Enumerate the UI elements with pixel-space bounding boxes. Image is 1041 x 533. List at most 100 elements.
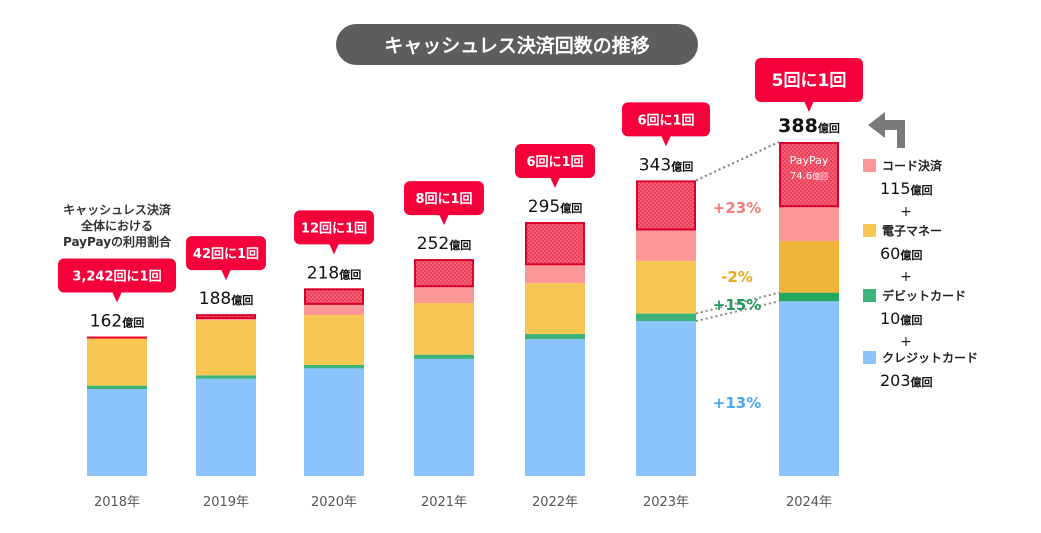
legend-value-unit: 億回: [911, 183, 933, 197]
legend-value-unit: 億回: [911, 375, 933, 389]
caption-line: キャッシュレス決済: [63, 202, 172, 217]
bar-2022年: 295億回: [525, 197, 585, 476]
bar-2023年: 343億回: [636, 155, 696, 476]
bar-2018年: 162億回: [87, 312, 147, 476]
caption-line: 全体における: [80, 218, 153, 233]
ratio-bubble: 8回に1回: [404, 181, 484, 226]
arrow-icon: [868, 112, 905, 148]
x-tick-label: 2022年: [532, 495, 578, 510]
bar-segment-credit: [636, 321, 696, 476]
ratio-text: 3,242回に1回: [72, 270, 161, 285]
bar-2019年: 188億回: [196, 289, 256, 476]
bar-segment-debit: [304, 364, 364, 369]
paypay-label: PayPay: [790, 154, 829, 167]
total-value: 162: [90, 312, 122, 332]
bar-segment-credit: [196, 378, 256, 476]
bubble-box: [515, 144, 595, 179]
total-unit: 億回: [122, 316, 144, 330]
bar-segment-emoney: [525, 283, 585, 334]
total-label: 188億回: [199, 289, 253, 309]
ratio-bubble: 3,242回に1回: [58, 258, 176, 303]
ratio-bubble: 6回に1回: [515, 144, 595, 189]
total-label: 252億回: [417, 234, 471, 254]
total-label: 295億回: [528, 197, 582, 217]
legend-name: 電子マネー: [882, 224, 942, 238]
ratio-text: 8回に1回: [415, 192, 472, 207]
legend-value-unit: 億回: [900, 248, 922, 262]
bubble-box: [58, 258, 176, 293]
x-tick-label: 2021年: [421, 495, 467, 510]
bar-segment-emoney: [414, 302, 474, 355]
title-text: キャッシュレス決済回数の推移: [384, 34, 650, 57]
x-tick-label: 2024年: [786, 495, 832, 510]
bar-2021年: 252億回: [414, 234, 474, 476]
ratio-bubble: 6回に1回: [622, 102, 710, 147]
ratio-text: 6回に1回: [637, 113, 694, 128]
bubble-box: [294, 210, 374, 245]
ratio-bubble: 42回に1回: [186, 236, 266, 281]
total-value: 188: [199, 289, 231, 309]
bar-segment-credit: [304, 368, 364, 476]
bar-segment-emoney: [636, 260, 696, 314]
total-unit: 億回: [449, 238, 471, 252]
legend-name: クレジットカード: [882, 351, 978, 365]
bar-segment-debit: [414, 354, 474, 359]
bar-segment-emoney: [304, 315, 364, 365]
bubble-tail: [329, 243, 339, 255]
title-pill: [336, 24, 698, 65]
comparison-line: [695, 141, 780, 182]
x-tick-label: 2023年: [643, 495, 689, 510]
legend-value-number: 115: [880, 179, 911, 198]
total-unit: 億回: [671, 159, 693, 173]
legend-item: デビットカード 10億回 +: [863, 288, 966, 350]
legend-value-unit: 億回: [900, 313, 922, 327]
legend-name: コード決済: [882, 158, 943, 173]
bar-segment-emoney: [196, 320, 256, 376]
bars: 162億回188億回218億回252億回295億回343億回388億回PayPa…: [87, 115, 840, 476]
bar-2024年: 388億回: [778, 115, 840, 476]
legend-swatch: [863, 351, 876, 364]
legend-value: 60億回: [880, 244, 922, 263]
total-value: 388: [778, 115, 818, 137]
x-tick-label: 2020年: [311, 495, 357, 510]
total-value: 343: [639, 155, 671, 175]
ratio-text: 42回に1回: [193, 247, 259, 262]
total-unit: 億回: [339, 267, 361, 281]
bar-segment-credit: [414, 358, 474, 476]
bar-segment-emoney: [87, 337, 147, 386]
bar-segment-debit: [87, 385, 147, 390]
total-label: 218億回: [307, 263, 361, 283]
legend: コード決済115億回+電子マネー60億回+デビットカード10億回+クレジットカー…: [863, 158, 978, 390]
legend-item: 電子マネー 60億回 +: [863, 224, 942, 285]
bar-segment-paypay: [304, 288, 364, 305]
bubble-tail: [661, 135, 671, 147]
paypay-2024-label: PayPay 74.6億回: [790, 154, 829, 182]
bubble-box: [622, 102, 710, 137]
plus-sign: +: [900, 334, 912, 350]
legend-item: コード決済 115億回 +: [863, 158, 943, 220]
bar-segment-debit: [636, 313, 696, 322]
plus-sign: +: [900, 204, 912, 220]
paypay-value-number: 74.6: [790, 171, 812, 182]
bubble-tail: [439, 214, 449, 226]
growth-label: +23%: [713, 199, 761, 217]
legend-value: 10億回: [880, 309, 922, 328]
bubble-box: [755, 58, 863, 102]
growth-label: +13%: [713, 394, 761, 412]
bubble-box: [404, 181, 484, 216]
ratio-bubbles: 3,242回に1回 42回に1回 12回に1回 8回に1回 6回に1回 6回に1回 5回に1…: [58, 58, 863, 303]
total-value: 218: [307, 263, 339, 283]
total-value: 252: [417, 234, 449, 254]
legend-swatch: [863, 289, 876, 302]
bar-segment-paypay: [414, 259, 474, 288]
legend-value: 203億回: [880, 371, 933, 390]
chart-title: キャッシュレス決済回数の推移: [336, 24, 698, 65]
legend-swatch: [863, 224, 876, 237]
x-tick-label: 2018年: [94, 495, 140, 510]
bar-segment-debit: [779, 292, 839, 302]
growth-label: -2%: [721, 268, 753, 286]
total-unit: 億回: [818, 121, 840, 135]
bar-segment-credit: [525, 339, 585, 476]
total-label: 388億回: [778, 115, 840, 137]
